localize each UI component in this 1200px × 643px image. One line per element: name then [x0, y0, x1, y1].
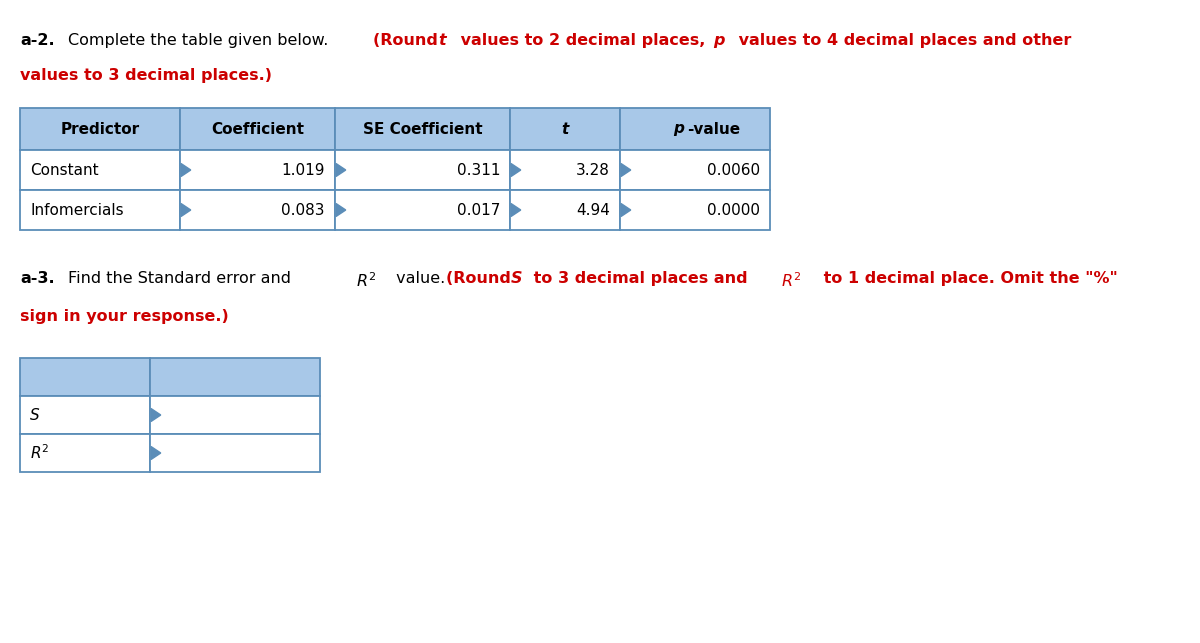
Bar [180, 190, 335, 230]
Bar [510, 150, 620, 190]
Text: 4.94: 4.94 [576, 203, 610, 217]
Text: 0.0000: 0.0000 [707, 203, 760, 217]
Text: t: t [562, 122, 569, 136]
Bar [180, 108, 335, 150]
Text: values to 2 decimal places,: values to 2 decimal places, [455, 33, 710, 48]
Bar [180, 150, 335, 190]
Polygon shape [336, 163, 346, 176]
Text: sign in your response.): sign in your response.) [20, 309, 229, 324]
Bar [620, 190, 770, 230]
Text: Find the Standard error and: Find the Standard error and [68, 271, 296, 286]
Bar [20, 434, 150, 472]
Bar [20, 190, 180, 230]
Text: Complete the table given below.: Complete the table given below. [68, 33, 334, 48]
Polygon shape [622, 163, 631, 176]
Text: Infomercials: Infomercials [30, 203, 124, 217]
Text: 0.311: 0.311 [456, 163, 500, 177]
Text: (Round: (Round [373, 33, 444, 48]
Bar [510, 108, 620, 150]
Bar [620, 108, 770, 150]
Bar [20, 150, 180, 190]
Text: S: S [511, 271, 522, 286]
Text: 1.019: 1.019 [282, 163, 325, 177]
Bar [335, 150, 510, 190]
Text: -value: -value [686, 122, 740, 136]
Text: (Round: (Round [446, 271, 516, 286]
Polygon shape [181, 203, 191, 217]
Text: Coefficient: Coefficient [211, 122, 304, 136]
Text: 0.0060: 0.0060 [707, 163, 760, 177]
Text: p: p [713, 33, 725, 48]
Text: values to 4 decimal places and other: values to 4 decimal places and other [733, 33, 1072, 48]
Polygon shape [151, 446, 161, 460]
Text: Constant: Constant [30, 163, 98, 177]
Text: SE Coefficient: SE Coefficient [362, 122, 482, 136]
Text: 3.28: 3.28 [576, 163, 610, 177]
Text: $R^2$: $R^2$ [30, 444, 49, 462]
Polygon shape [622, 203, 631, 217]
Text: $R^2$: $R^2$ [781, 271, 802, 290]
Text: value.: value. [391, 271, 450, 286]
Bar [20, 358, 150, 396]
Text: p: p [673, 122, 684, 136]
Bar [335, 108, 510, 150]
Text: 0.017: 0.017 [457, 203, 500, 217]
Polygon shape [511, 203, 521, 217]
Text: values to 3 decimal places.): values to 3 decimal places.) [20, 68, 272, 83]
Polygon shape [511, 163, 521, 176]
Text: to 1 decimal place. Omit the "%": to 1 decimal place. Omit the "%" [818, 271, 1117, 286]
Text: to 3 decimal places and: to 3 decimal places and [528, 271, 754, 286]
Polygon shape [336, 203, 346, 217]
Bar [620, 150, 770, 190]
Text: a-2.: a-2. [20, 33, 55, 48]
Bar [510, 190, 620, 230]
Bar [335, 190, 510, 230]
Text: a-3.: a-3. [20, 271, 55, 286]
Bar [150, 434, 320, 472]
Text: Predictor: Predictor [60, 122, 139, 136]
Text: S: S [30, 408, 40, 422]
Polygon shape [181, 163, 191, 176]
Text: $R^2$: $R^2$ [356, 271, 377, 290]
Bar [150, 358, 320, 396]
Bar [20, 108, 180, 150]
Polygon shape [151, 408, 161, 422]
Bar [150, 396, 320, 434]
Bar [20, 396, 150, 434]
Text: t: t [438, 33, 445, 48]
Text: 0.083: 0.083 [282, 203, 325, 217]
